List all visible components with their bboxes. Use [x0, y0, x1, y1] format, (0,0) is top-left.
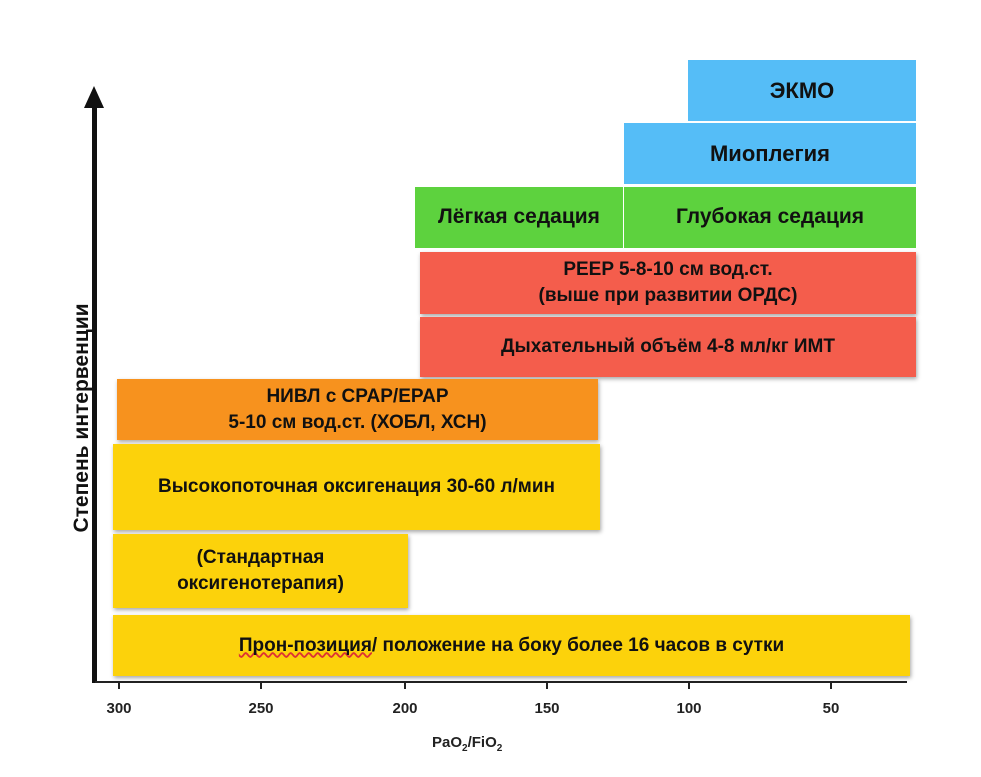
- x-tick-label: 300: [106, 700, 132, 717]
- x-tick-mark: [546, 681, 548, 689]
- deep-sedation-block: Глубокая седация: [624, 187, 916, 248]
- x-tick-mark: [404, 681, 406, 689]
- tidal-volume-block: Дыхательный объём 4-8 мл/кг ИМТ: [420, 317, 916, 377]
- y-axis-arrowhead: [84, 86, 104, 108]
- x-tick-label: 200: [392, 700, 418, 717]
- light-sedation-block: Лёгкая седация: [415, 187, 623, 248]
- standard-oxygen-block: (Стандартная оксигенотерапия): [113, 534, 408, 608]
- prone-position-rest: / положение на боку более 16 часов в сут…: [371, 634, 785, 656]
- prone-position-term: Прон-позиция: [238, 634, 372, 656]
- myoplegia-block: Миоплегия: [624, 123, 916, 184]
- x-tick-mark: [118, 681, 120, 689]
- x-tick-label: 150: [534, 700, 560, 717]
- y-axis-label: Степень интервенции: [70, 303, 93, 533]
- x-tick-mark: [688, 681, 690, 689]
- high-flow-oxygen-block: Высокопоточная оксигенация 30-60 л/мин: [113, 444, 600, 530]
- ecmo-block: ЭКМО: [688, 60, 916, 121]
- prone-position-block: Прон-позиция / положение на боку более 16…: [113, 615, 910, 676]
- x-tick-mark: [260, 681, 262, 689]
- peep-block: PEEP 5-8-10 см вод.ст. (выше при развити…: [420, 252, 916, 314]
- x-tick-label: 250: [248, 700, 274, 717]
- x-tick-mark: [830, 681, 832, 689]
- x-axis-line: [95, 681, 907, 683]
- x-tick-label: 50: [822, 700, 840, 717]
- x-tick-label: 100: [676, 700, 702, 717]
- y-axis-line: [92, 100, 97, 683]
- x-axis-label: PaO2/FiO2: [432, 734, 503, 754]
- niv-cpap-block: НИВЛ с CPAP/EPAP 5-10 см вод.ст. (ХОБЛ, …: [117, 379, 598, 440]
